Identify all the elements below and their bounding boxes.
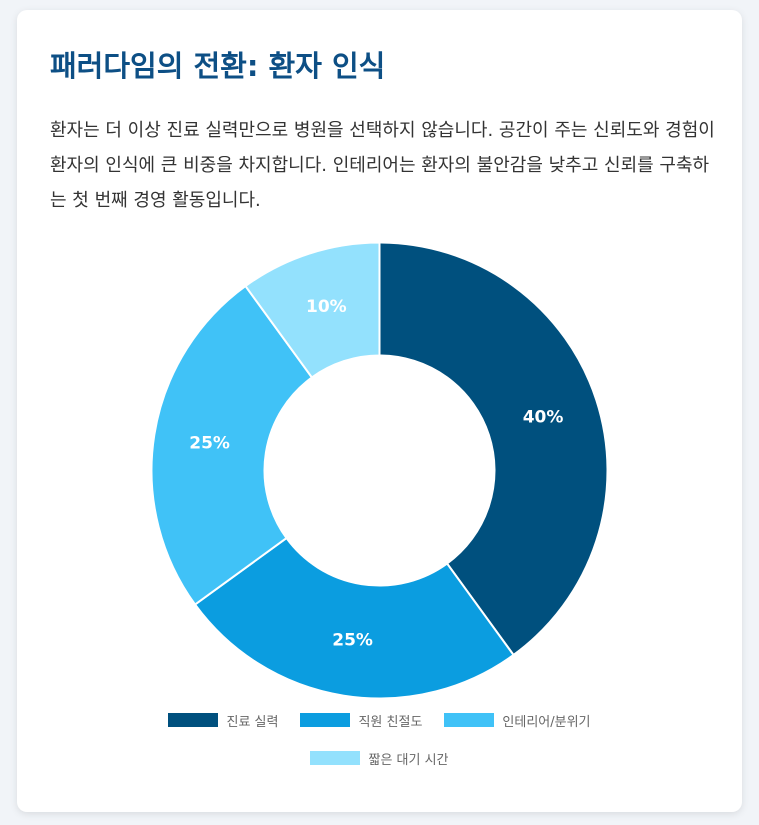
slice-data-label: 25% [332,630,373,650]
donut-chart: 40% 25% 25% 10% [150,241,609,700]
legend-item[interactable]: 짧은 대기 시간 [310,749,449,768]
card: 패러다임의 전환: 환자 인식 환자는 더 이상 진료 실력만으로 병원을 선택… [17,10,742,812]
card-title: 패러다임의 전환: 환자 인식 [50,49,386,83]
legend-row: 진료 실력 직원 친절도 인테리어/분위기 [17,709,742,731]
legend-label: 짧은 대기 시간 [368,752,449,768]
legend-swatch [168,713,219,727]
slice-data-label: 25% [189,434,230,454]
legend-row: 짧은 대기 시간 [17,747,742,769]
donut-slice [244,241,381,379]
legend-label: 인테리어/분위기 [502,714,591,730]
slice-data-label: 40% [523,407,564,427]
legend-item[interactable]: 직원 친절도 [300,711,422,730]
legend-label: 진료 실력 [226,714,279,730]
slice-data-label: 10% [306,297,347,317]
donut-slice [378,241,609,657]
legend-label: 직원 친절도 [358,714,423,730]
legend-swatch [310,751,361,765]
legend-item[interactable]: 인테리어/분위기 [444,711,591,730]
legend-item[interactable]: 진료 실력 [168,711,278,730]
legend-swatch [300,713,351,727]
donut-slice [150,284,314,606]
card-description: 환자는 더 이상 진료 실력만으로 병원을 선택하지 않습니다. 공간이 주는 … [50,120,715,211]
donut-slice [193,536,515,700]
legend-swatch [444,713,495,727]
